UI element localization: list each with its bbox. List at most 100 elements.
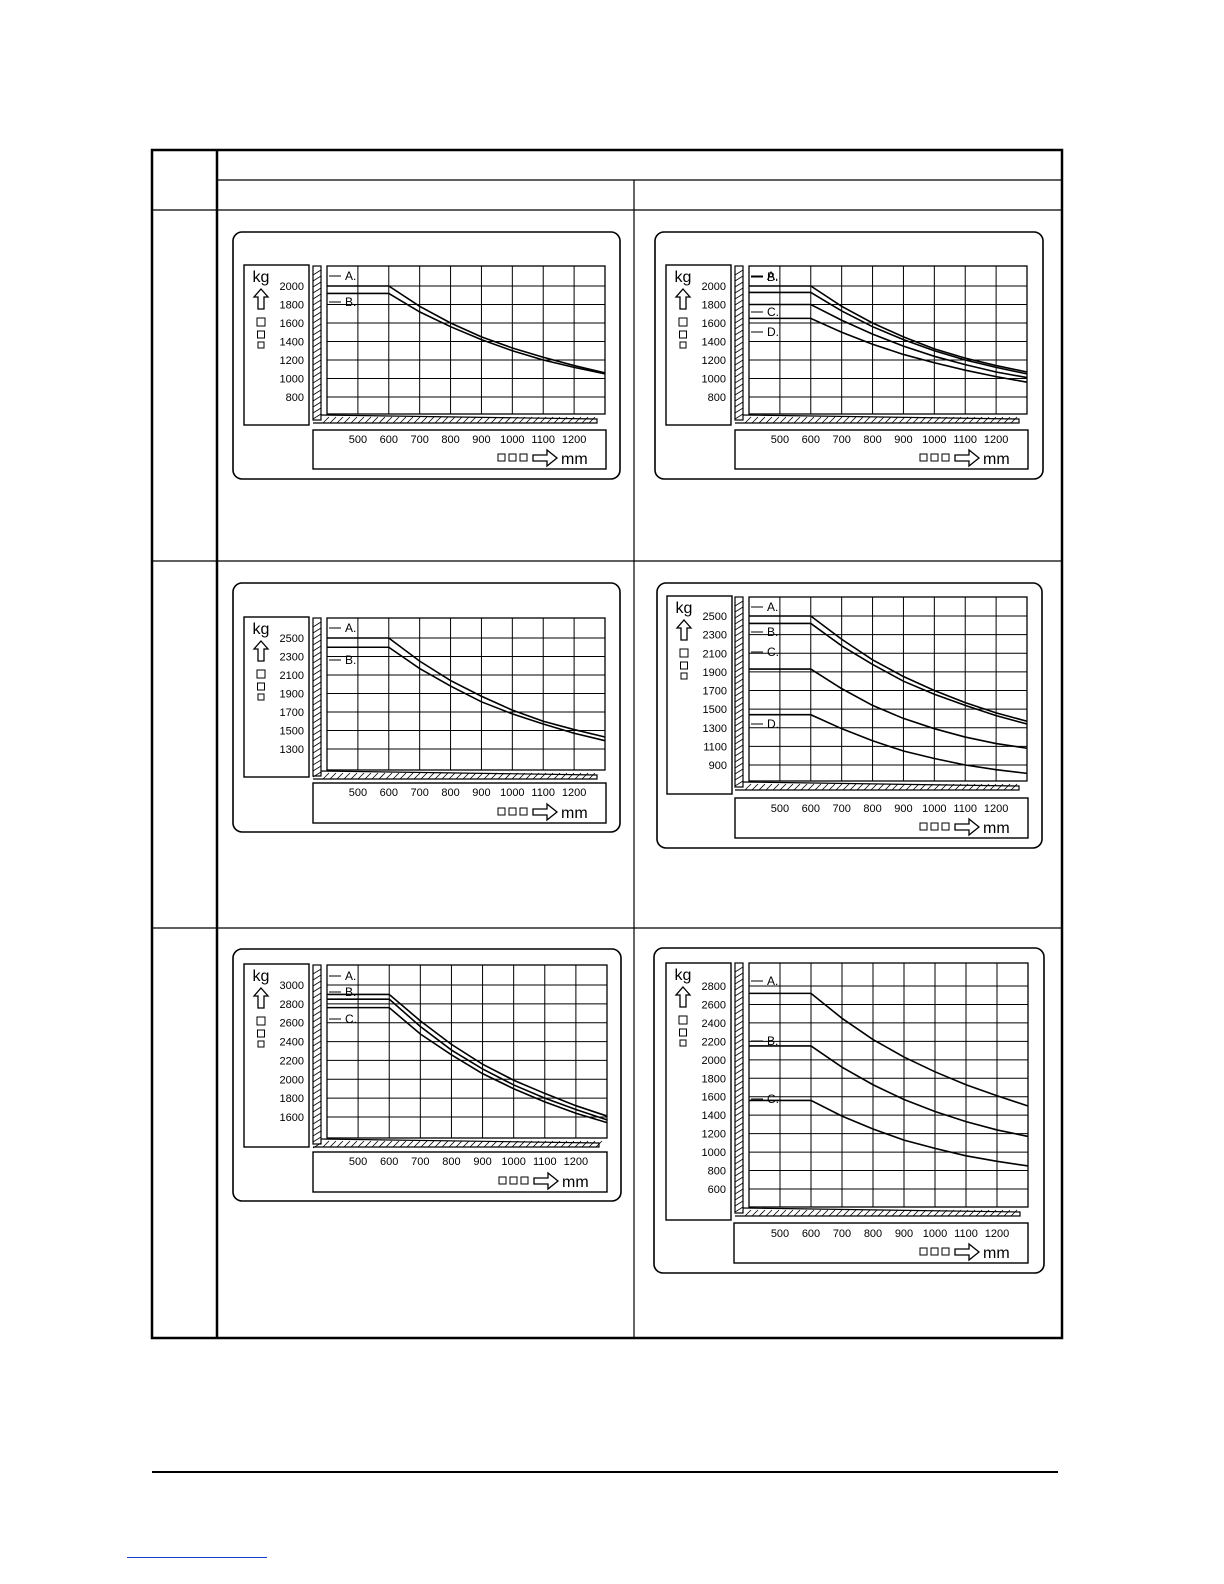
hatch-line xyxy=(385,772,393,780)
hatch-line xyxy=(399,416,407,424)
hatch-line xyxy=(497,772,505,780)
hatch-line xyxy=(751,783,759,791)
x-tick-label: 1100 xyxy=(954,1228,978,1240)
hatch-line xyxy=(406,1140,414,1148)
carriage-hatch xyxy=(734,596,1020,791)
series-label: C. xyxy=(767,1092,779,1106)
hatch-line xyxy=(329,1140,337,1148)
arrow-up-icon xyxy=(674,288,692,310)
hatch-line xyxy=(734,1074,744,1081)
chart-5: 3000 2800 2600 2400 2200 2000 1800 1600 500 600 70… xyxy=(232,948,622,1202)
hatch-line xyxy=(312,365,322,372)
x-tick-label: 600 xyxy=(802,803,820,815)
hatch-line xyxy=(734,750,744,757)
hatch-line xyxy=(734,666,744,673)
hatch-line xyxy=(312,645,322,652)
hatch-line xyxy=(734,702,744,709)
hatch-line xyxy=(734,347,744,354)
hatch-line xyxy=(413,416,421,424)
hatch-line xyxy=(312,699,322,706)
hatch-line xyxy=(312,311,322,318)
hatch-line xyxy=(1010,783,1018,791)
hatch-line xyxy=(734,299,744,306)
box-glyph-icon xyxy=(680,672,688,680)
hatch-line xyxy=(312,765,322,772)
hatch-line xyxy=(312,281,322,288)
box-glyph-icon xyxy=(680,661,688,670)
hatch-line xyxy=(312,1058,322,1065)
hatch-line xyxy=(385,416,393,424)
hatch-line xyxy=(898,1209,906,1217)
hatch-line xyxy=(455,416,463,424)
hatch-line xyxy=(744,783,752,791)
hatch-line xyxy=(312,401,322,408)
series-line-a xyxy=(749,285,1028,373)
hatch-line xyxy=(469,416,477,424)
y-axis-box xyxy=(665,962,732,1221)
hatch-line xyxy=(734,1164,744,1171)
hatch-line xyxy=(734,389,744,396)
x-axis-label: mm xyxy=(561,451,588,468)
carriage-vertical-bar xyxy=(734,265,744,421)
plot-area xyxy=(748,265,1028,415)
y-tick-label: 1200 xyxy=(280,355,304,367)
hatch-line xyxy=(427,772,435,780)
x-tick-label: 1000 xyxy=(922,434,946,446)
hatch-line xyxy=(734,371,744,378)
hatch-line xyxy=(581,772,589,780)
box-glyph-icon xyxy=(257,341,265,349)
hatch-line xyxy=(919,1209,927,1217)
y-tick-label: 2800 xyxy=(702,981,726,993)
hatch-line xyxy=(734,978,744,985)
hatch-line xyxy=(856,416,864,424)
hatch-line xyxy=(420,1140,428,1148)
y-tick-label: 2500 xyxy=(703,611,727,623)
x-tick-label: 600 xyxy=(380,1156,398,1168)
hatch-line xyxy=(560,416,568,424)
hatch-line xyxy=(476,772,484,780)
arrow-up-icon xyxy=(252,640,270,662)
hatch-line xyxy=(734,1104,744,1111)
hatch-line xyxy=(539,416,547,424)
x-tick-label: 1200 xyxy=(985,1228,1009,1240)
box-glyph-icon xyxy=(930,1247,939,1256)
hatch-line xyxy=(734,600,744,607)
hatch-line xyxy=(312,1100,322,1107)
hatch-line xyxy=(312,980,322,987)
series-label: A. xyxy=(767,269,778,283)
hatch-line xyxy=(734,341,744,348)
hatch-line xyxy=(968,416,976,424)
x-tick-label: 900 xyxy=(894,434,912,446)
hatch-line xyxy=(734,684,744,691)
hatch-line xyxy=(312,1070,322,1077)
hatch-line xyxy=(734,714,744,721)
hatch-line xyxy=(1010,1209,1018,1217)
footer-link-underline[interactable] xyxy=(127,1557,267,1558)
box-glyph-icon xyxy=(919,1247,928,1256)
plot-area xyxy=(748,962,1029,1208)
hatch-line xyxy=(490,416,498,424)
hatch-line xyxy=(996,416,1004,424)
hatch-line xyxy=(734,642,744,649)
hatch-line xyxy=(427,1140,435,1148)
x-axis-box xyxy=(312,429,607,470)
hatch-line xyxy=(476,416,484,424)
hatch-line xyxy=(343,416,351,424)
hatch-line xyxy=(434,772,442,780)
box-glyph-icon xyxy=(256,317,266,327)
y-tick-label: 600 xyxy=(708,1184,726,1196)
hatch-line xyxy=(312,986,322,993)
hatch-line xyxy=(518,772,526,780)
hatch-line xyxy=(588,416,596,424)
hatch-line xyxy=(734,1158,744,1165)
x-axis-label: mm xyxy=(561,805,588,822)
y-tick-label: 2000 xyxy=(280,1074,304,1086)
x-tick-label: 800 xyxy=(864,1228,882,1240)
series-line-b xyxy=(327,292,606,375)
y-axis-label: kg xyxy=(253,269,270,286)
x-tick-label: 700 xyxy=(832,803,850,815)
hatch-line xyxy=(807,416,815,424)
hatch-line xyxy=(734,1110,744,1117)
y-tick-label: 2600 xyxy=(702,999,726,1011)
